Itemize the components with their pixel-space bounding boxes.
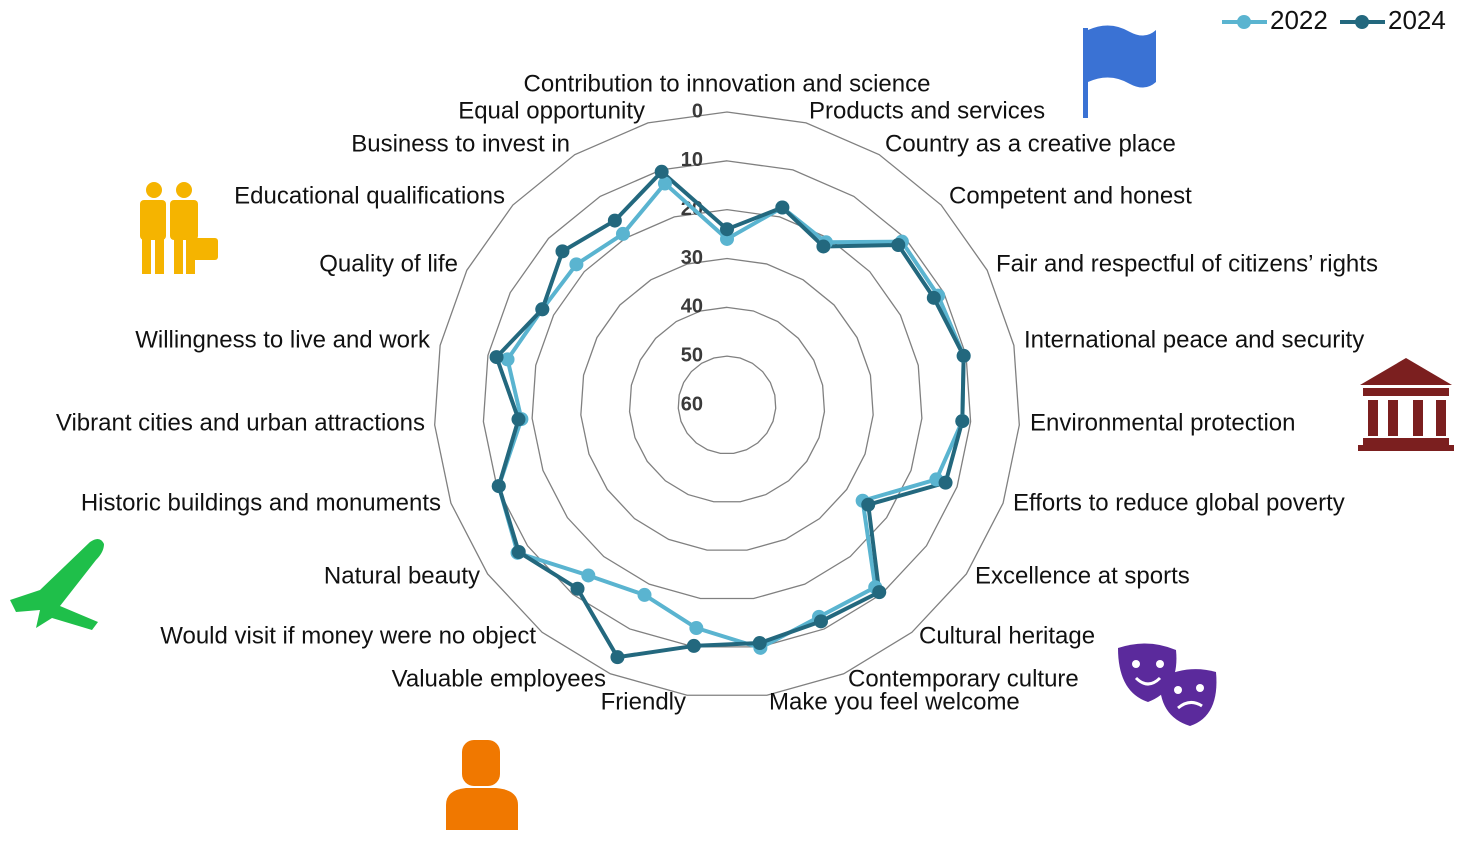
people-icon [140,182,218,274]
r-tick-label: 10 [681,149,703,171]
data-point [720,231,734,246]
legend-marker [1237,15,1251,29]
data-point [657,176,672,191]
legend-label: 2022 [1270,5,1328,35]
category-label: Would visit if money were no object [160,622,536,649]
series-line [494,169,966,660]
category-label: Country as a creative place [885,130,1176,157]
data-point [654,164,669,179]
category-label: Educational qualifications [234,182,505,209]
category-label: Products and services [809,97,1045,124]
r-tick-label: 30 [681,247,703,269]
data-point [720,222,734,237]
data-point [610,650,625,665]
data-point [926,290,941,305]
category-label: Make you feel welcome [769,688,1020,715]
category-label: Equal opportunity [458,97,645,124]
category-label: Excellence at sports [975,562,1190,589]
category-label: Business to invest in [351,130,570,157]
r-tick-label: 0 [692,100,703,122]
category-label: Efforts to reduce global poverty [1013,489,1345,516]
data-point [816,239,831,254]
category-label: Valuable employees [392,665,606,692]
grid-ring [482,160,972,648]
r-tick-label: 40 [681,296,703,318]
data-point [511,545,526,560]
category-label: Natural beauty [324,562,480,589]
data-point [956,348,971,363]
data-point [607,213,622,228]
data-point [570,581,585,596]
grid-ring [628,306,826,503]
flag-icon [1083,25,1156,118]
category-label: Vibrant cities and urban attractions [56,409,425,436]
data-point [491,479,506,494]
data-point [955,414,970,429]
masks-icon [1118,643,1217,726]
data-point [615,226,630,241]
data-point [689,621,704,636]
data-point [535,302,550,317]
data-point [861,497,876,512]
category-label: Willingness to live and work [135,326,431,353]
category-label: Contribution to innovation and science [524,70,931,97]
data-point [555,244,570,259]
data-point [581,568,596,583]
grid-ring [580,257,874,551]
data-point [872,585,887,600]
legend-label: 2024 [1388,5,1446,35]
category-label: International peace and security [1024,326,1364,353]
building-icon [1358,358,1454,451]
grid-ring [677,355,777,455]
series-line [496,181,966,650]
r-tick-label: 50 [681,344,703,366]
category-label: Contemporary culture [848,665,1079,692]
data-point [775,200,790,215]
grid-ring [531,209,923,600]
data-point [938,475,953,490]
data-point [511,412,526,427]
category-label: Environmental protection [1030,409,1295,436]
data-point [752,636,767,651]
legend-marker [1355,15,1369,29]
category-label: Quality of life [319,250,458,277]
category-label: Historic buildings and monuments [81,489,441,516]
data-point [500,352,515,367]
category-label: Friendly [601,688,686,715]
category-label: Competent and honest [949,182,1192,209]
data-point [686,638,701,653]
category-label: Cultural heritage [919,622,1095,649]
grid-ring [434,111,1020,696]
category-label: Fair and respectful of citizens’ rights [996,250,1378,277]
plane-icon [10,538,104,630]
data-point [891,238,906,253]
person-icon [446,740,518,830]
data-point [569,257,584,272]
data-point [489,350,504,365]
data-point [813,614,828,629]
r-tick-label: 60 [681,393,703,415]
data-point [637,587,652,602]
